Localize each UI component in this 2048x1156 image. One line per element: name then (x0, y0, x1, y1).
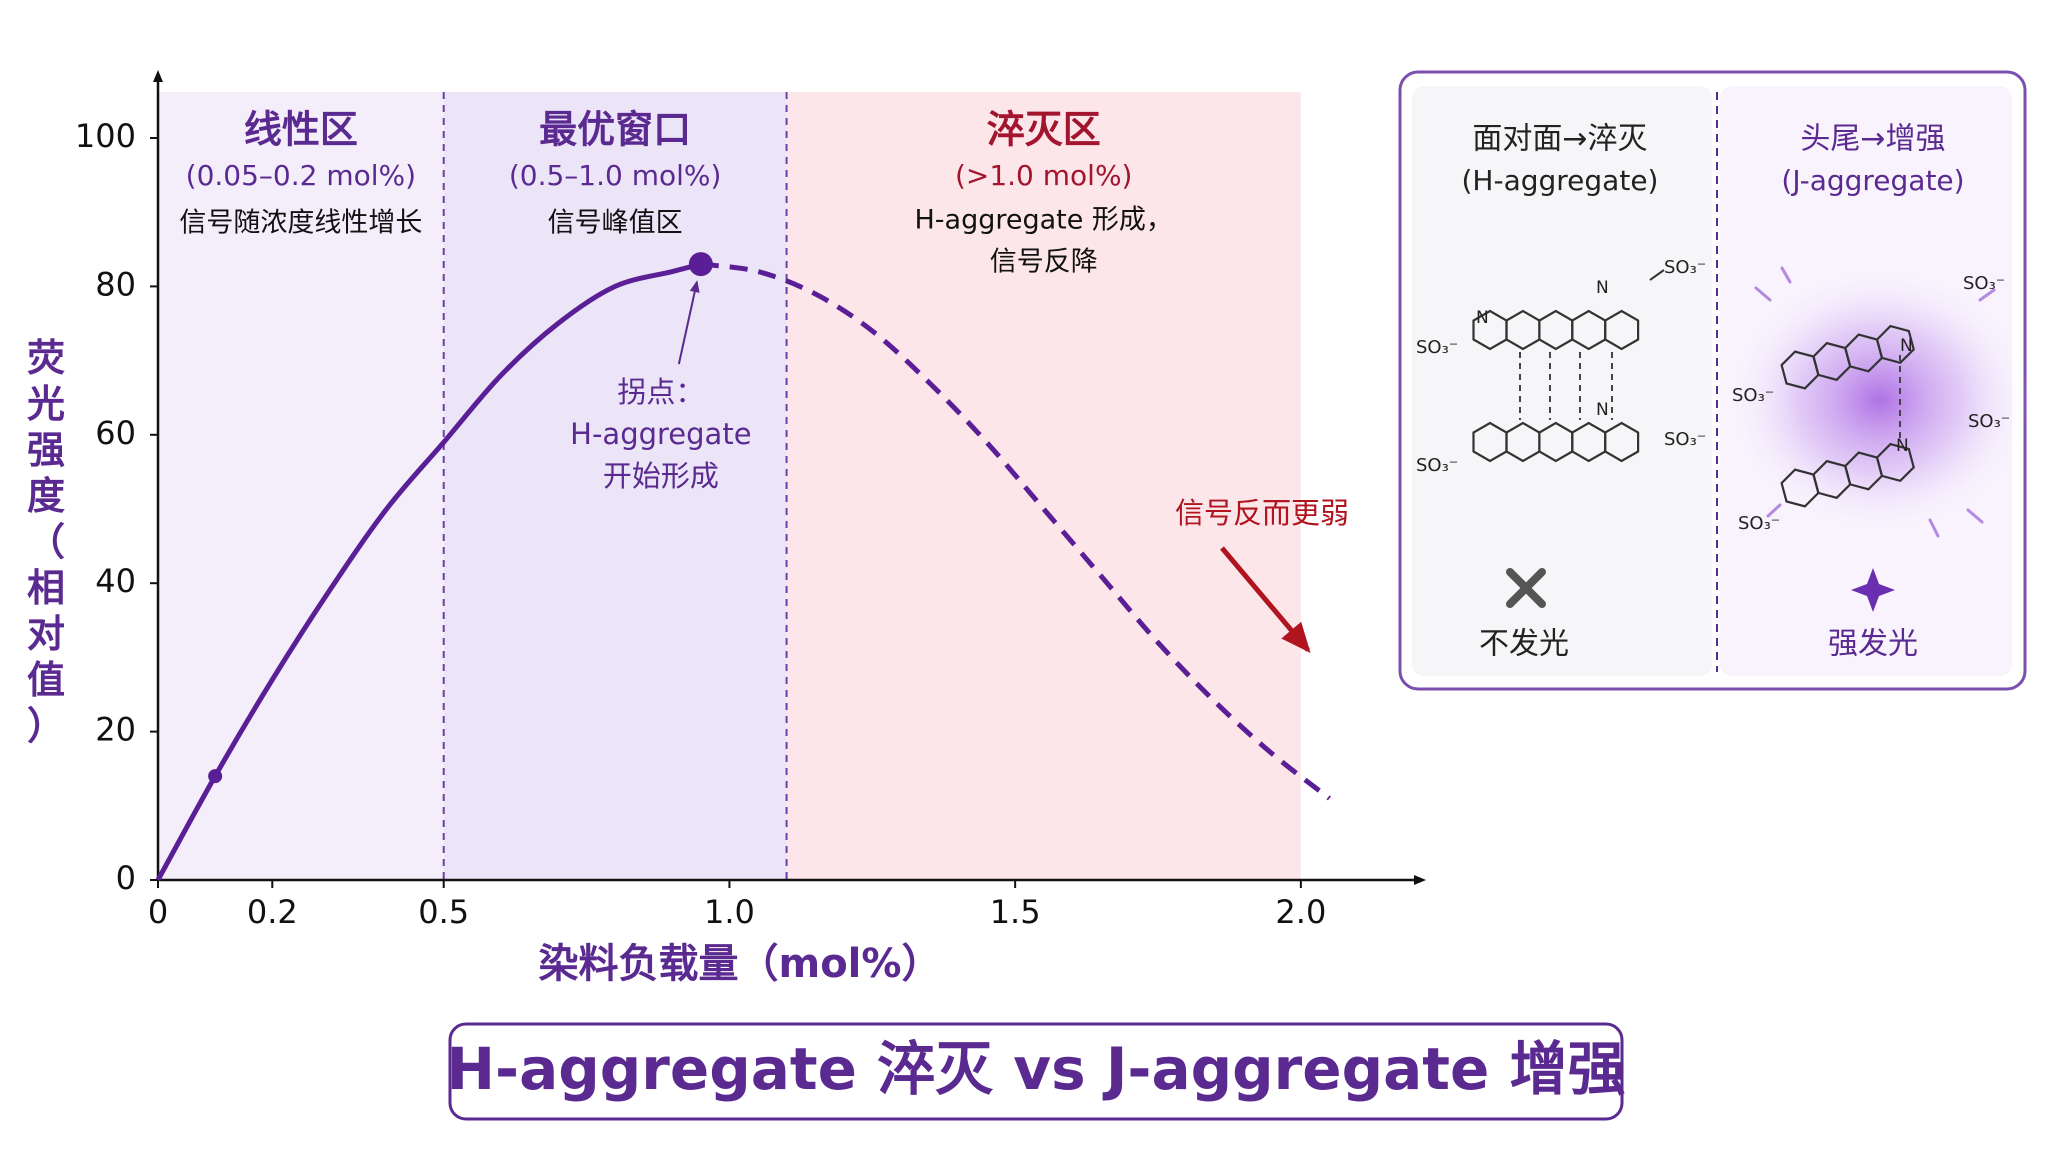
aromatic-row (1780, 324, 1915, 390)
panel-right-result: 强发光 (1828, 627, 1918, 662)
so3-label: SO₃⁻ (1963, 273, 2005, 294)
region-title: 淬灭区 (987, 108, 1101, 152)
annotation-text: 开始形成 (603, 459, 719, 493)
star-icon (1851, 568, 1895, 612)
region-description: 信号反降 (990, 247, 1098, 278)
y-axis-label-char: （ (27, 520, 65, 564)
x-tick-label: 0.5 (418, 893, 469, 931)
y-tick-label: 0 (116, 859, 136, 897)
x-tick-label: 1.0 (704, 893, 755, 931)
regions (158, 92, 1301, 880)
y-axis-label-char: 光 (27, 382, 65, 426)
y-axis-label-char: 相 (27, 566, 65, 610)
so3-label: SO₃⁻ (1968, 411, 2010, 432)
molecules: SO₃⁻ SO₃⁻ SO₃⁻ SO₃⁻ N N N SO₃⁻ SO₃⁻ SO₃⁻ SO₃⁻ N N (1416, 257, 2010, 538)
region-band (158, 92, 444, 880)
y-tick-label: 60 (95, 414, 136, 452)
y-tick-label: 100 (75, 117, 136, 155)
so3-label: SO₃⁻ (1664, 257, 1706, 278)
cross-icon (1506, 568, 1546, 608)
y-axis-label-char: 强 (27, 428, 65, 472)
x-tick-label: 1.5 (990, 893, 1041, 931)
region-range: (>1.0 mol%) (955, 159, 1133, 192)
line-series (700, 261, 1331, 801)
highlight-point (688, 252, 713, 277)
region-title: 最优窗口 (539, 108, 691, 152)
so3-label: SO₃⁻ (1416, 455, 1458, 476)
y-axis-label-char: 值 (27, 658, 65, 702)
line-series (155, 261, 702, 882)
bond (1649, 269, 1665, 281)
region-description: 信号随浓度线性增长 (179, 208, 422, 239)
aromatic-row (1472, 421, 1640, 463)
ring (1875, 442, 1915, 483)
panel-left-bg (1412, 86, 1712, 676)
annotation-arrow (1220, 546, 1311, 654)
y-tick-label: 20 (95, 711, 136, 749)
panel-left-title: 面对面→淬灭 (1472, 122, 1647, 157)
region-description: H-aggregate 形成， (914, 205, 1172, 236)
y-axis-label-char: 对 (27, 612, 65, 656)
x-axis-label: 染料负载量（mol%） (539, 941, 942, 987)
y-axis-label-char: 荧 (27, 336, 65, 380)
annotation-text: 信号反而更弱 (1175, 496, 1349, 530)
y-axis-label-char: ） (27, 704, 65, 748)
region-range: (0.5–1.0 mol%) (509, 159, 722, 192)
ring (1875, 324, 1915, 365)
footer-frame (448, 1022, 1624, 1121)
annotation-text: 拐点： (617, 375, 704, 409)
annotation-arrow (677, 280, 700, 365)
y-axis-label: 荧光强度（相对值） (27, 336, 65, 748)
x-tick-label: 0.2 (247, 893, 298, 931)
glow-ray (1754, 286, 1772, 302)
aromatic-row (1472, 309, 1640, 351)
y-tick-label: 80 (95, 265, 136, 303)
y-axis-label-char: 度 (27, 474, 65, 518)
region-band (443, 92, 787, 880)
y-tick-label: 40 (95, 562, 136, 600)
panel-left-subtitle: (H-aggregate) (1462, 164, 1659, 197)
panel-right-title: 头尾→增强 (1800, 122, 1945, 157)
so3-label: SO₃⁻ (1732, 385, 1774, 406)
glow-ray (1780, 266, 1792, 284)
n-label: N (1900, 336, 1913, 356)
glow-ray (1966, 508, 1984, 524)
so3-label: SO₃⁻ (1416, 337, 1458, 358)
n-label: N (1476, 308, 1489, 328)
x-tick-label: 0 (148, 893, 168, 931)
n-label: N (1596, 400, 1609, 420)
ring (1604, 309, 1640, 351)
region-range: (0.05–0.2 mol%) (186, 159, 416, 192)
footer-title: H-aggregate 淬灭 vs J-aggregate 增强 (446, 1035, 1625, 1103)
x-tick-label: 2.0 (1275, 893, 1326, 931)
region-description: 信号峰值区 (548, 208, 683, 239)
so3-label: SO₃⁻ (1738, 513, 1780, 534)
highlight-point (208, 769, 223, 784)
ring (1604, 421, 1640, 463)
glow-ray (1928, 518, 1940, 538)
n-label: N (1896, 436, 1909, 456)
glow-ray (1978, 288, 1996, 302)
glow-ray (1766, 503, 1782, 518)
n-label: N (1596, 278, 1609, 298)
aromatic-row (1780, 442, 1915, 508)
so3-label: SO₃⁻ (1664, 429, 1706, 450)
panel-left-result: 不发光 (1479, 627, 1569, 662)
region-band (786, 92, 1301, 880)
annotation-text: H-aggregate (570, 417, 751, 451)
panel-right-subtitle: (J-aggregate) (1781, 164, 1964, 197)
glow (1730, 270, 2030, 530)
region-title: 线性区 (244, 108, 358, 152)
